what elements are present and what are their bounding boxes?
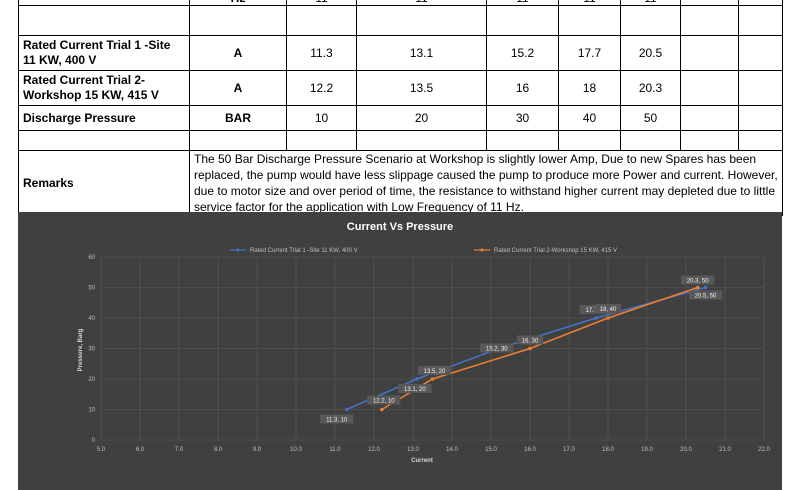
x-tick-label: 15.0 xyxy=(485,447,497,453)
x-tick-label: 11.0 xyxy=(329,447,341,453)
value-cell: 13.1 xyxy=(356,35,487,71)
table-row: Rated Current Trial 2-Workshop 15 KW, 41… xyxy=(18,70,783,106)
data-point xyxy=(695,285,700,290)
data-label: 16, 30 xyxy=(522,339,539,345)
data-label: 18, 40 xyxy=(600,307,617,313)
y-tick-label: 60 xyxy=(88,255,95,261)
data-point xyxy=(606,316,610,320)
value-cell: 20.5 xyxy=(620,35,681,71)
x-tick-label: 13.0 xyxy=(407,447,419,453)
value-cell: 20.3 xyxy=(620,70,681,106)
unit-cell: BAR xyxy=(189,105,287,131)
x-tick-label: 22.0 xyxy=(758,447,770,453)
value-cell: 40 xyxy=(558,105,621,131)
x-tick-label: 16.0 xyxy=(524,447,536,453)
value-cell: 17.7 xyxy=(558,35,621,71)
data-label: 12.2, 10 xyxy=(373,399,395,405)
data-label-box xyxy=(681,275,715,285)
data-label-box xyxy=(480,343,514,353)
data-label-box xyxy=(398,384,432,393)
data-point xyxy=(528,346,532,351)
y-tick-label: 50 xyxy=(88,286,95,292)
data-point xyxy=(703,285,708,290)
chart-title: Current Vs Pressure xyxy=(347,221,453,233)
legend-label-2: Rated Current Trial 2-Workshop 15 KW, 41… xyxy=(494,248,617,254)
y-tick-label: 20 xyxy=(88,377,95,383)
remarks-label: Remarks xyxy=(18,150,190,216)
table-row-empty xyxy=(18,5,783,36)
y-axis-label: Pressure, Barg xyxy=(78,328,84,371)
table-row: Discharge Pressure BAR 10 20 30 40 50 xyxy=(18,105,783,131)
value-cell: 20 xyxy=(356,105,487,131)
remarks-row: Remarks The 50 Bar Discharge Pressure Sc… xyxy=(18,150,783,216)
unit-cell: A xyxy=(189,70,287,106)
x-tick-label: 19.0 xyxy=(641,447,653,453)
data-point xyxy=(415,377,419,381)
data-label: 13.1, 20 xyxy=(404,387,426,393)
table-row: Rated Current Trial 1 -Site 11 KW, 400 V… xyxy=(18,35,783,71)
data-point xyxy=(344,407,349,412)
data-label-box xyxy=(367,395,401,405)
data-table: Hz 11 11 11 11 11 Rated Current Trial 1 … xyxy=(18,0,783,216)
x-tick-label: 21.0 xyxy=(719,447,731,453)
value-cell: 15.2 xyxy=(486,35,559,71)
x-tick-label: 20.0 xyxy=(680,447,692,453)
x-tick-label: 7.0 xyxy=(175,447,184,453)
legend-marker-1 xyxy=(236,248,240,252)
x-tick-label: 17.0 xyxy=(563,447,575,453)
data-label: 20.3, 50 xyxy=(687,279,709,285)
x-tick-label: 5.0 xyxy=(97,447,106,453)
row-label: Rated Current Trial 2-Workshop 15 KW, 41… xyxy=(18,70,190,106)
data-point xyxy=(380,407,384,412)
value-cell: 30 xyxy=(486,105,559,131)
data-label-box xyxy=(320,414,354,424)
chart-panel: Current Vs Pressure Current Pressure, Ba… xyxy=(18,212,782,490)
data-point xyxy=(594,316,599,320)
data-label: 15.2, 30 xyxy=(486,347,508,353)
data-label-box xyxy=(688,290,723,300)
data-point xyxy=(430,377,435,381)
y-tick-label: 40 xyxy=(88,316,95,322)
x-tick-label: 6.0 xyxy=(136,447,145,453)
y-tick-label: 30 xyxy=(88,347,95,353)
data-label-box xyxy=(594,304,622,313)
x-tick-label: 14.0 xyxy=(446,447,458,453)
x-tick-label: 10.0 xyxy=(290,447,302,453)
legend-marker-2 xyxy=(480,248,484,252)
row-label: Discharge Pressure xyxy=(18,105,190,131)
table-row-empty xyxy=(18,130,783,151)
x-axis-label: Current xyxy=(411,458,433,464)
value-cell: 12.2 xyxy=(286,70,357,106)
value-cell: 16 xyxy=(486,70,559,106)
value-cell: 13.5 xyxy=(356,70,487,106)
data-label-box xyxy=(516,335,544,345)
current-vs-pressure-chart: Current Vs Pressure Current Pressure, Ba… xyxy=(78,221,770,464)
x-tick-label: 9.0 xyxy=(253,447,262,453)
x-tick-label: 8.0 xyxy=(214,447,223,453)
remarks-text: The 50 Bar Discharge Pressure Scenario a… xyxy=(189,150,783,216)
value-cell: 10 xyxy=(286,105,357,131)
row-label: Rated Current Trial 1 -Site 11 KW, 400 V xyxy=(18,35,190,71)
value-cell: 18 xyxy=(558,70,621,106)
data-label: 11.3, 10 xyxy=(326,418,348,424)
y-tick-label: 10 xyxy=(88,408,95,414)
x-tick-label: 12.0 xyxy=(368,447,380,453)
data-label-box xyxy=(417,366,452,375)
data-label: 20.5, 50 xyxy=(695,294,717,300)
unit-cell: A xyxy=(189,35,287,71)
value-cell: 11.3 xyxy=(286,35,357,71)
data-label: 13.5, 20 xyxy=(424,369,446,375)
x-tick-label: 18.0 xyxy=(602,447,614,453)
legend-label-1: Rated Current Trial 1 -Site 11 KW, 400 V xyxy=(250,248,358,254)
value-cell: 50 xyxy=(620,105,681,131)
y-tick-label: 0 xyxy=(92,438,96,444)
